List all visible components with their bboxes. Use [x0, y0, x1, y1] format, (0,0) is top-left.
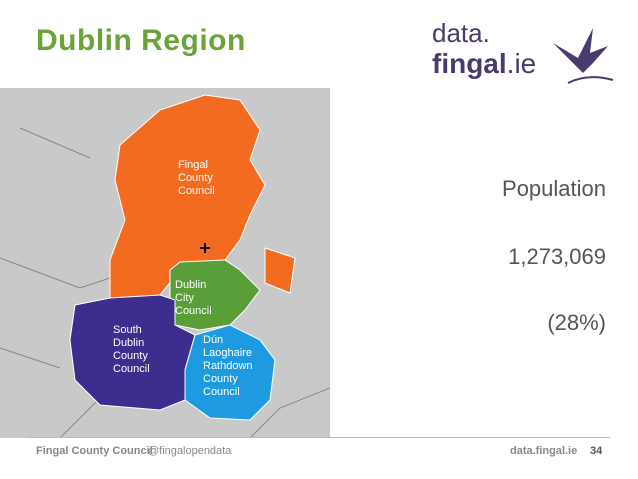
region-label: Laoghaire — [203, 347, 252, 359]
region-label: Dublin — [113, 337, 144, 349]
title: Dublin Region — [36, 24, 246, 57]
region-label: City — [175, 292, 194, 304]
stat-value: 1,273,069 — [508, 244, 606, 269]
stat-share: (28%) — [547, 310, 606, 335]
logo-text: data. — [432, 18, 490, 48]
footer-site: data.fingal.ie — [510, 445, 578, 457]
region-label: Fingal — [178, 159, 208, 171]
region-label: County — [203, 373, 238, 385]
footer-rule — [28, 437, 610, 438]
logo-bird — [553, 28, 614, 84]
footer-org: Fingal County Council — [36, 445, 153, 457]
region-label: Council — [178, 185, 215, 197]
stat-label: Population — [502, 176, 606, 201]
logo-suffix: .ie — [506, 48, 537, 79]
region-label: Council — [203, 386, 240, 398]
region-label: Council — [113, 363, 150, 375]
region-label: County — [113, 350, 148, 362]
page-number: 34 — [590, 445, 603, 457]
region-label: Dún — [203, 334, 223, 346]
region-label: Rathdown — [203, 360, 253, 372]
map: FingalCountyCouncilDublinCityCouncilSout… — [0, 88, 330, 438]
logo-text: fingal.ie — [432, 48, 536, 80]
region-label: South — [113, 324, 142, 336]
footer-handle: @fingalopendata — [148, 445, 232, 457]
logo-main: fingal — [432, 48, 507, 79]
region-label: County — [178, 172, 213, 184]
region-label: Council — [175, 305, 212, 317]
region-label: Dublin — [175, 279, 206, 291]
